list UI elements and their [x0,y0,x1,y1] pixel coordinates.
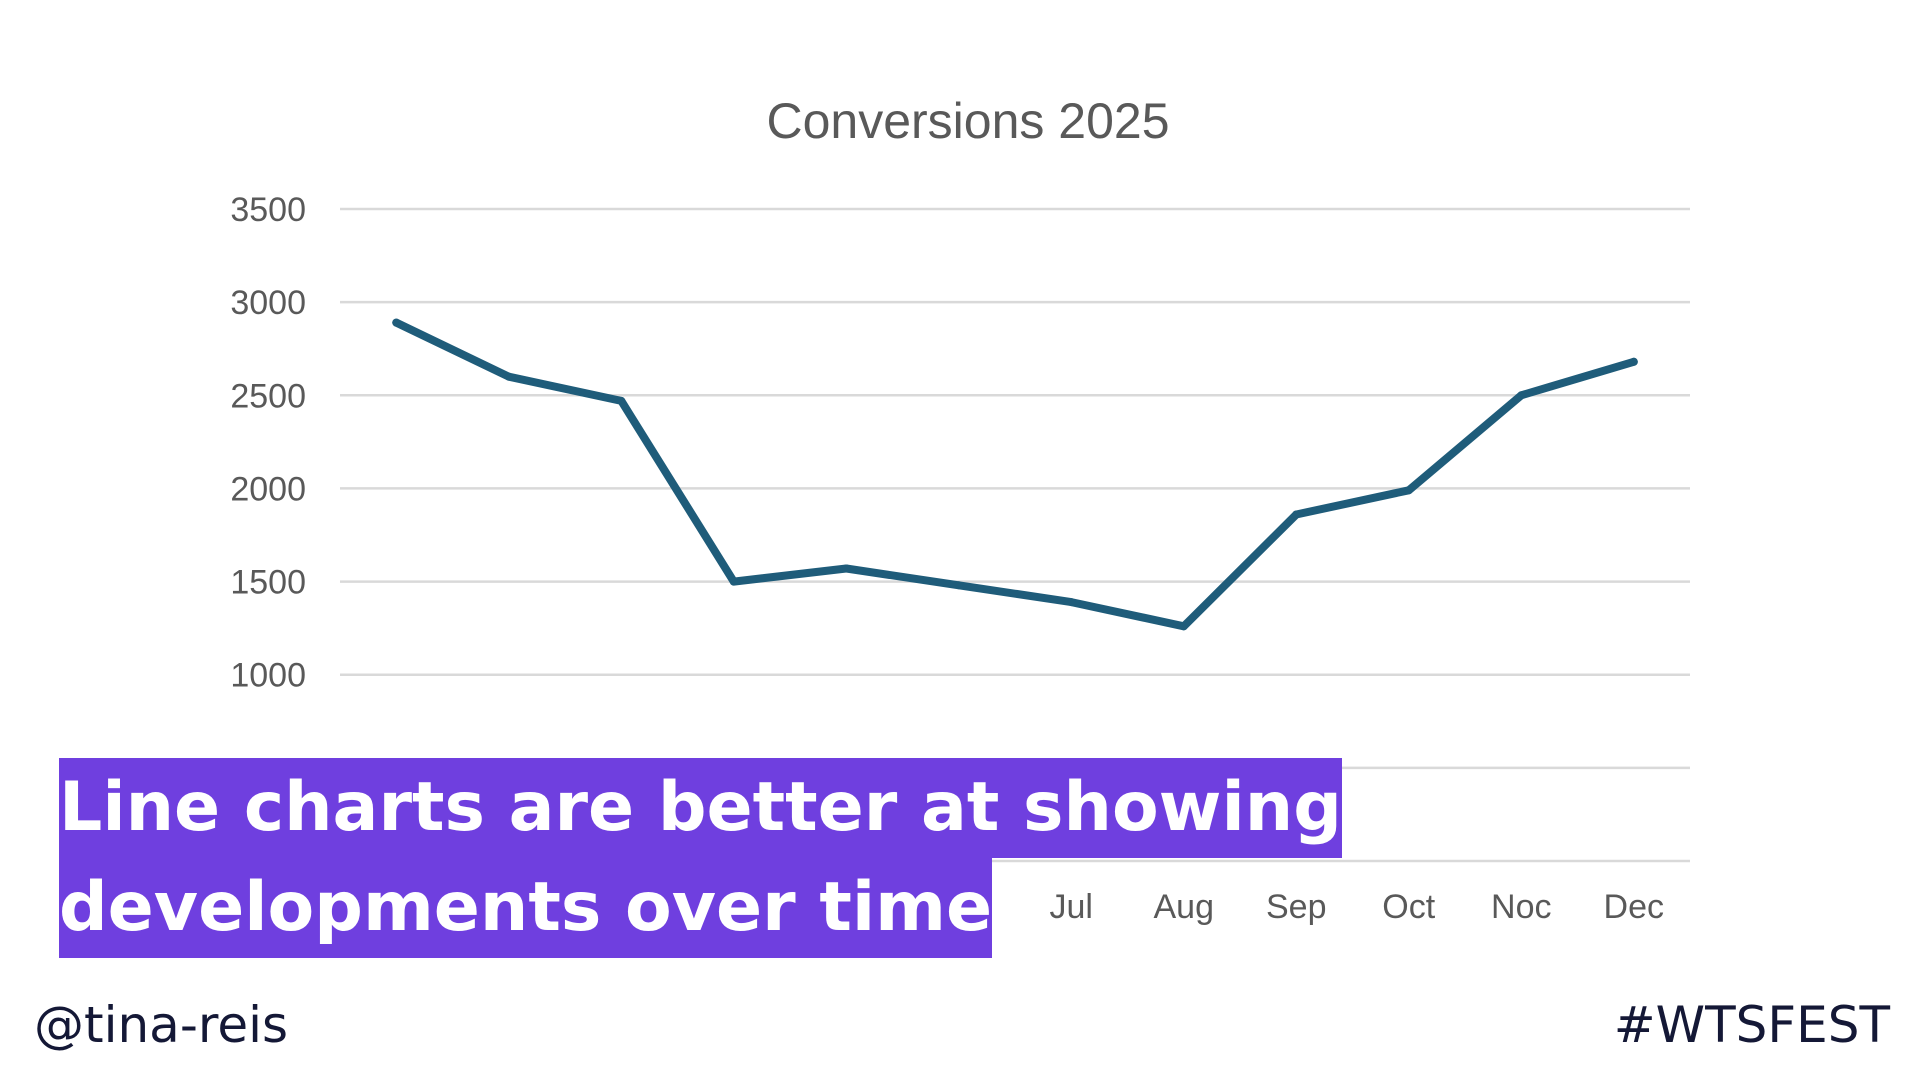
data-point-jan [392,318,401,327]
y-tick-label-3000: 3000 [230,284,306,322]
x-tick-label-jul: Jul [1050,888,1093,926]
x-tick-label-noc: Noc [1491,888,1551,926]
y-tick-label-2000: 2000 [230,470,306,508]
data-point-apr [729,577,738,586]
y-tick-label-2500: 2500 [230,377,306,415]
y-tick-label-1500: 1500 [230,564,306,602]
x-axis-tick-labels: Jul Aug Sep Oct Noc Dec [1050,888,1664,926]
chart-title: Conversions 2025 [766,93,1169,149]
data-point-aug [1179,622,1188,631]
data-point-feb [504,372,513,381]
x-tick-label-aug: Aug [1154,888,1215,926]
data-point-mar [617,396,626,405]
caption-line-1: Line charts are better at showing [59,758,1342,858]
x-tick-label-oct: Oct [1382,888,1435,926]
data-point-jun [954,581,963,590]
y-axis-tick-labels: 1000 1500 2000 2500 3000 3500 [230,191,306,695]
x-tick-label-dec: Dec [1604,888,1664,926]
caption-line-2: developments over time [59,858,993,958]
data-point-dec [1629,357,1638,366]
data-point-sep [1292,510,1301,519]
data-point-may [842,564,851,573]
event-hashtag: #WTSFEST [1613,996,1890,1054]
data-point-noc [1517,391,1526,400]
x-tick-label-sep: Sep [1266,888,1327,926]
y-tick-label-1000: 1000 [230,657,306,695]
series-group [392,318,1638,631]
data-point-jul [1067,598,1076,607]
y-tick-label-3500: 3500 [230,191,306,229]
data-point-oct [1404,486,1413,495]
series-line-conversions [392,318,1638,631]
author-handle: @tina-reis [34,996,289,1054]
